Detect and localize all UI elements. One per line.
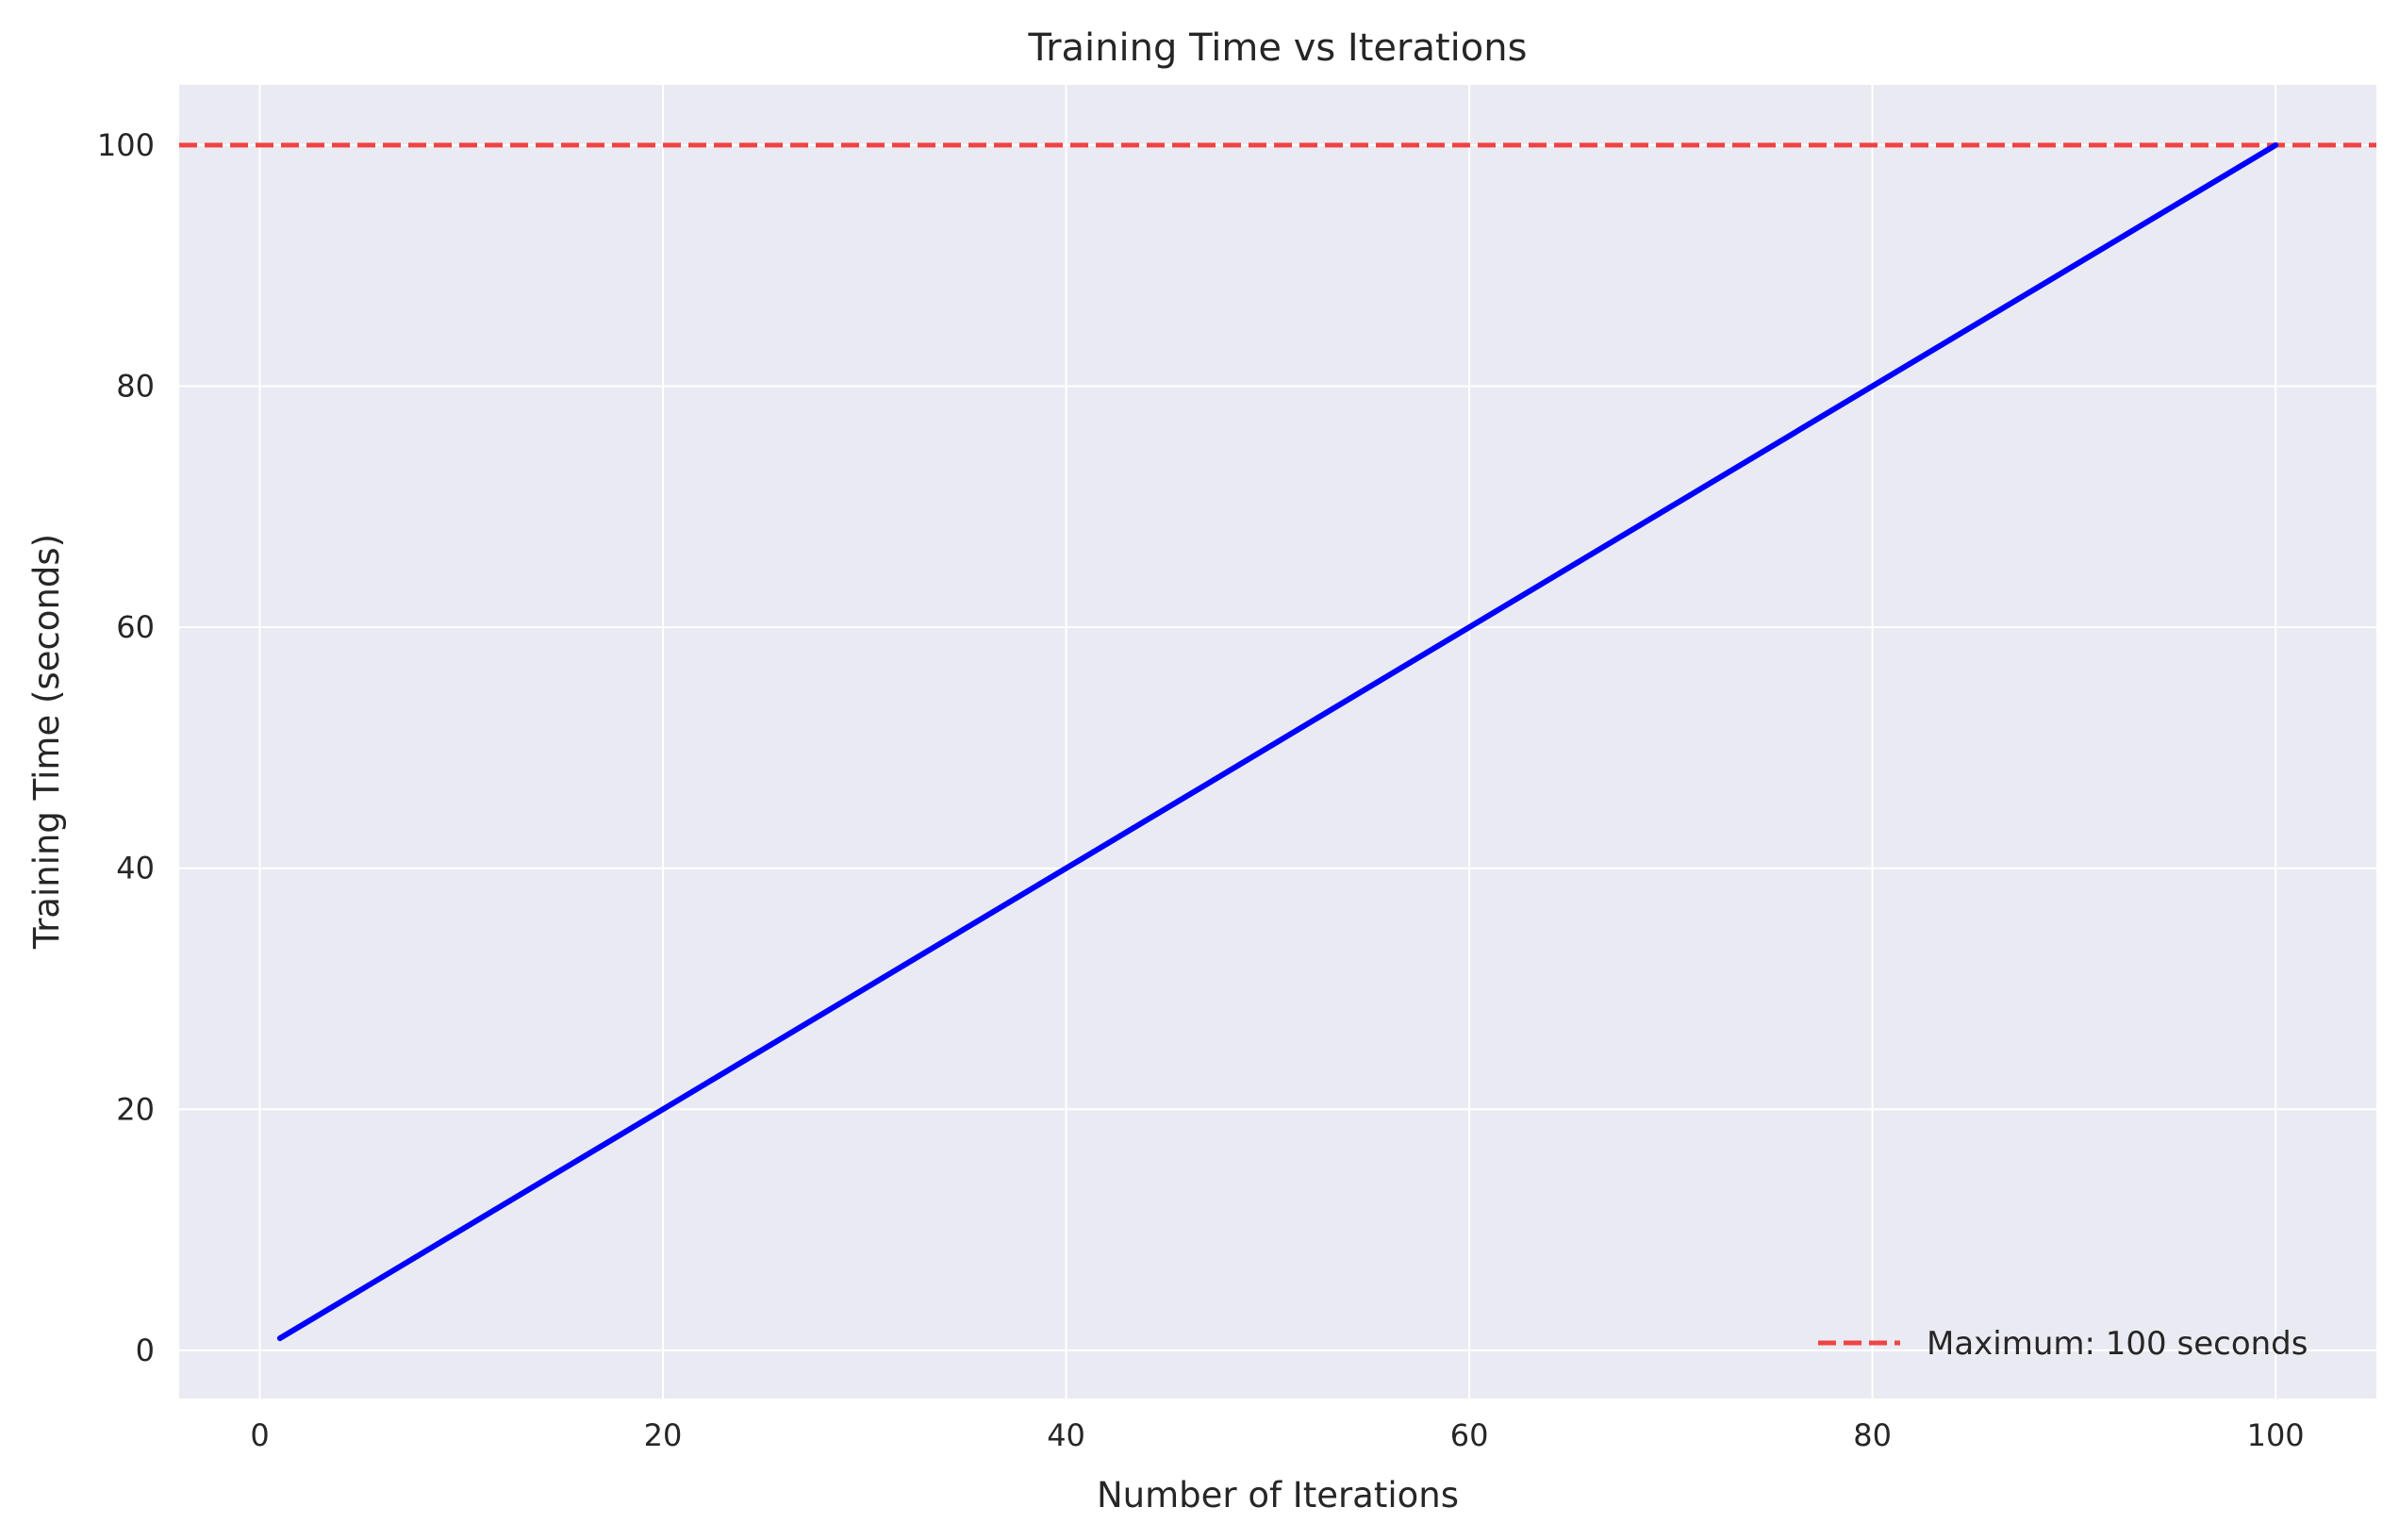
x-tick-label: 20 <box>644 1417 683 1453</box>
x-tick-label: 0 <box>250 1417 269 1453</box>
x-tick-label: 40 <box>1047 1417 1085 1453</box>
y-tick-label: 0 <box>136 1333 155 1368</box>
legend: Maximum: 100 seconds <box>1818 1325 2308 1363</box>
x-tick-label: 60 <box>1450 1417 1489 1453</box>
y-tick-label: 20 <box>116 1091 155 1127</box>
x-tick-labels: 0 20 40 60 80 100 <box>250 1417 2304 1453</box>
x-tick-label: 80 <box>1853 1417 1892 1453</box>
y-tick-label: 40 <box>116 851 155 886</box>
x-axis-title: Number of Iterations <box>1097 1475 1459 1515</box>
series-line-0 <box>276 141 2279 1342</box>
y-tick-labels: 0 20 40 60 80 100 <box>97 127 155 1368</box>
chart-title: Training Time vs Iterations <box>1028 26 1528 70</box>
y-axis-title: Training Time (seconds) <box>26 534 67 950</box>
y-tick-label: 60 <box>116 609 155 645</box>
series-lines <box>276 141 2279 1342</box>
legend-label-maximum: Maximum: 100 seconds <box>1927 1325 2308 1363</box>
y-tick-label: 100 <box>97 127 155 163</box>
grid <box>179 85 2376 1399</box>
y-tick-label: 80 <box>116 368 155 404</box>
x-tick-label: 100 <box>2247 1417 2305 1453</box>
